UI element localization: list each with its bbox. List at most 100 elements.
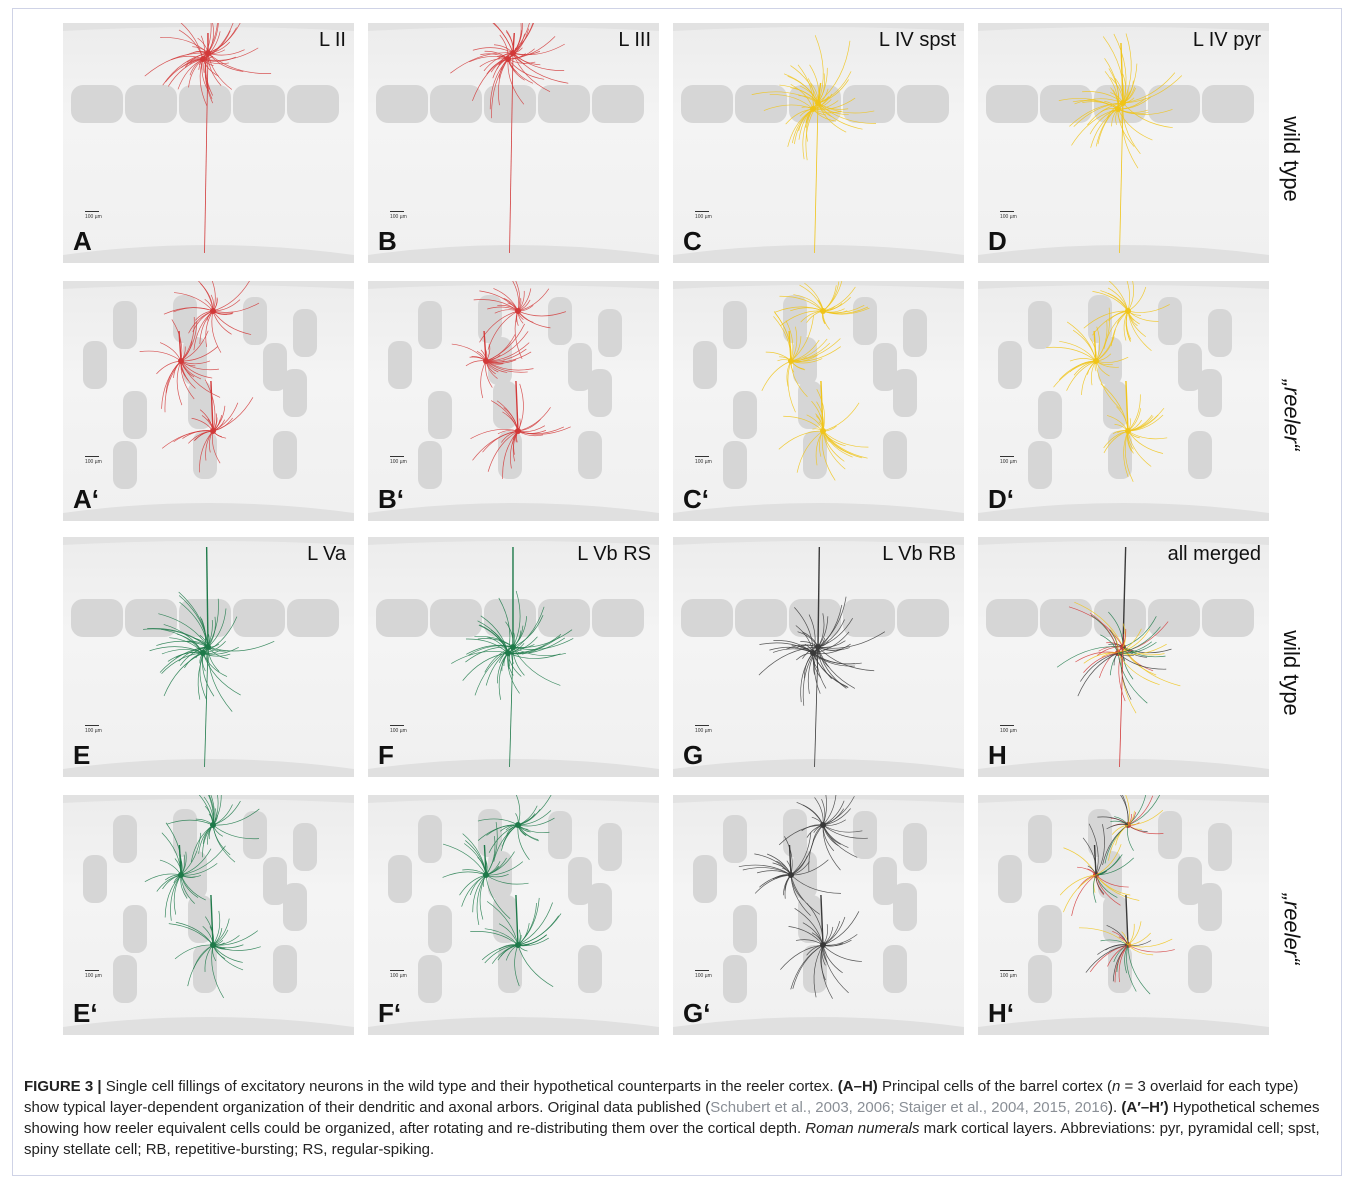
neurite-branch: [517, 305, 534, 312]
row-label-text: „reeler“: [1279, 379, 1304, 451]
neurite-branch: [792, 944, 824, 989]
barrel-shape: [893, 883, 917, 931]
neurite-branch: [202, 641, 226, 654]
neurite-branch: [485, 331, 529, 362]
neurite-branch: [822, 795, 827, 826]
barrel-shape: [681, 599, 733, 637]
barrel-shape: [263, 343, 287, 391]
neurite-branch: [179, 858, 183, 876]
neurite-branch: [822, 800, 845, 826]
neurite-branch: [1127, 944, 1151, 995]
neurite-branch: [1127, 824, 1164, 835]
neurite-branch: [485, 861, 524, 876]
neurite-branch: [812, 643, 851, 654]
neurite-branch: [512, 281, 520, 312]
neurite-branch: [485, 323, 525, 362]
pia-surface: [673, 537, 964, 545]
barrel-shape: [723, 441, 747, 489]
neurite-branch: [1081, 360, 1097, 396]
neurite-branch: [742, 867, 792, 876]
neurite-branch: [212, 824, 260, 840]
neurite-branch: [486, 901, 519, 946]
barrel-shape: [793, 851, 817, 899]
neurite-branch: [822, 310, 825, 324]
neurite-branch: [1112, 430, 1129, 434]
neurite-branch: [180, 874, 195, 904]
neurite-branch: [1127, 923, 1135, 946]
neurite-branch: [1083, 310, 1129, 329]
neurite-branch: [795, 939, 824, 946]
barrel-shape: [592, 599, 644, 637]
neurite-branch: [211, 310, 222, 353]
neurite-branch: [442, 871, 487, 878]
neurite-branch: [497, 652, 509, 684]
neurite-branch: [485, 360, 505, 364]
neurite-branch: [479, 874, 487, 920]
neurite-branch: [1117, 652, 1160, 685]
neurite-branch: [188, 58, 204, 88]
neurite-branch: [822, 944, 849, 994]
neurite-branch: [195, 818, 214, 826]
neurite-branch: [1059, 340, 1097, 362]
scale-bar: 100 µm: [1000, 970, 1017, 979]
neurite-branch: [1072, 329, 1097, 362]
neurite-branch: [212, 824, 236, 863]
neurite-branch: [207, 27, 237, 54]
neurite-branch: [822, 430, 869, 448]
neurite-branch: [180, 360, 202, 380]
neurite-branch: [212, 310, 233, 315]
neurite-branch: [1107, 287, 1129, 312]
neurite-branch: [204, 379, 216, 432]
neurite-branch: [822, 304, 865, 314]
neurite-branch: [180, 360, 213, 379]
pia-surface: [63, 537, 354, 545]
neurite-branch: [451, 343, 487, 362]
neurite-branch: [1104, 100, 1119, 110]
barrel-shape: [173, 295, 197, 343]
barrel-shape: [113, 955, 137, 1003]
neurite-branch: [180, 360, 195, 400]
neurite-branch: [1127, 408, 1142, 432]
neurite-branch: [484, 50, 509, 60]
panel-h: all merged 100 µm H: [978, 537, 1269, 777]
pia-surface: [368, 281, 659, 289]
neurite-branch: [512, 43, 565, 56]
neurite-branch: [1116, 406, 1129, 432]
neurite-branch: [1087, 865, 1097, 876]
neurite-branch: [812, 652, 849, 689]
neurite-branch: [514, 944, 520, 987]
neurite-branch: [212, 417, 218, 432]
neurite-branch: [779, 295, 824, 312]
barrel-shape: [83, 341, 107, 389]
barrel-shape: [588, 369, 612, 417]
neurite-branch: [165, 822, 182, 876]
neurite-branch: [497, 58, 509, 106]
caption-references[interactable]: Schubert et al., 2003, 2006; Staiger et …: [710, 1099, 1109, 1116]
panel-g2: 100 µm G‘: [673, 795, 964, 1035]
neurite-branch: [161, 832, 182, 876]
panel-letter: F‘: [378, 998, 402, 1028]
barrel-shape: [1188, 945, 1212, 993]
neurite-branch: [1066, 360, 1097, 391]
apical-dendrite: [483, 844, 487, 876]
neurite-branch: [496, 58, 509, 70]
neurite-branch: [180, 360, 211, 365]
neurite-branch: [517, 813, 536, 826]
neurite-branch: [202, 58, 229, 65]
neurite-branch: [207, 646, 233, 712]
neurite-branch: [817, 596, 847, 648]
neurite-branch: [1127, 286, 1147, 312]
neurite-branch: [802, 631, 819, 648]
apical-dendrite: [210, 380, 214, 432]
neurite-branch: [442, 843, 487, 876]
barrel-shape: [125, 85, 177, 123]
barrel-shape: [388, 341, 412, 389]
neurite-branch: [790, 360, 808, 398]
neurite-branch: [777, 359, 792, 362]
panel-letter: C: [683, 226, 702, 256]
neurite-branch: [822, 916, 846, 946]
neurite-branch: [202, 30, 231, 60]
barrel-shape: [125, 599, 177, 637]
barrel-shape: [723, 815, 747, 863]
barrel-shape: [376, 85, 428, 123]
